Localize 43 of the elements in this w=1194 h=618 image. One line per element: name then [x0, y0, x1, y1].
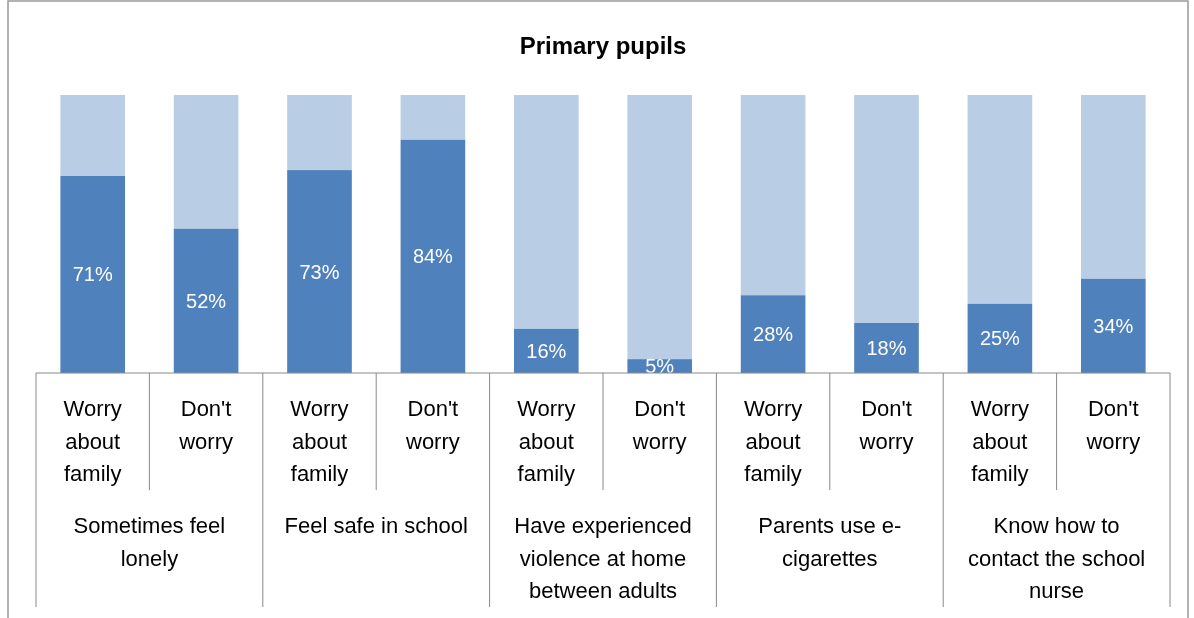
data-label: 28%	[753, 323, 794, 346]
x-tick-label: Worry about family	[63, 396, 122, 486]
data-label: 34%	[1093, 314, 1134, 337]
text: Feel safe in school	[284, 513, 468, 538]
data-label: 52%	[186, 289, 227, 312]
text: Parents use e-cigarettes	[758, 513, 902, 571]
data-label: 73%	[299, 260, 340, 283]
bar	[173, 95, 239, 229]
text: Sometimes feel lonely	[73, 513, 226, 571]
x-tick-label: Worry about family	[517, 396, 576, 486]
bar	[513, 95, 579, 329]
bar	[627, 95, 693, 360]
bar	[967, 303, 1033, 373]
bar	[400, 139, 466, 373]
text: Know how to contact the school nurse	[967, 513, 1146, 603]
bar	[400, 95, 466, 140]
x-tick-label: Don't worry	[858, 396, 914, 454]
bar	[1080, 278, 1146, 373]
x-tick-label: Worry about family	[970, 396, 1030, 486]
bar	[740, 295, 806, 373]
bar	[740, 95, 806, 296]
bar	[287, 95, 352, 171]
bar	[854, 95, 919, 323]
chart-title: Primary pupils	[519, 32, 687, 59]
data-label: 18%	[866, 336, 907, 359]
bar	[173, 228, 239, 373]
bar	[1080, 95, 1146, 279]
x-tick-label: Don't worry	[631, 396, 687, 454]
bar	[60, 95, 126, 176]
data-label: 84%	[412, 245, 454, 268]
data-label: 25%	[979, 327, 1021, 350]
data-label: 5%	[645, 355, 675, 378]
x-tick-label: Don't worry	[178, 396, 233, 454]
x-tick-label: Don't worry	[405, 396, 460, 454]
bar	[60, 175, 126, 373]
x-tick-label: Don't worry	[1085, 396, 1141, 454]
data-label: 71%	[72, 263, 113, 286]
x-tick-label: Worry about family	[743, 396, 803, 486]
x-tick-label: Worry about family	[290, 396, 349, 486]
text: Have experienced violence at home between adults	[514, 513, 692, 603]
bar	[967, 95, 1033, 304]
bar	[287, 170, 352, 373]
data-label: 16%	[526, 339, 567, 362]
